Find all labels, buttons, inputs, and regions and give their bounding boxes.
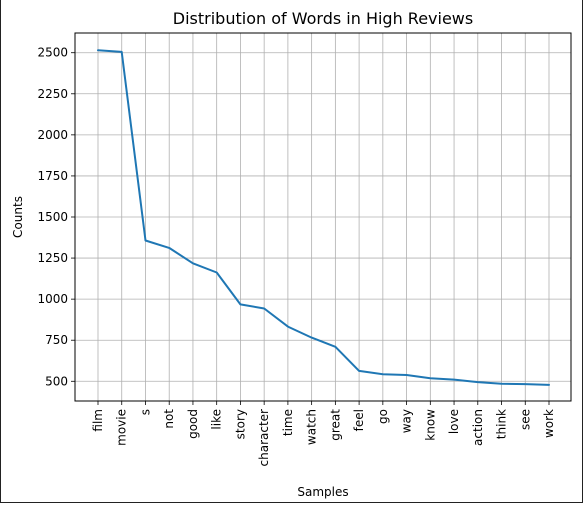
y-tick-label: 500: [45, 374, 68, 388]
y-axis-ticks: 500 750 1000 1250 1500 1750 2000 2250 2500: [37, 46, 75, 388]
x-tick-label: see: [518, 409, 532, 430]
x-tick-label: feel: [352, 409, 366, 431]
x-tick-label: story: [233, 409, 247, 439]
y-tick-label: 1500: [37, 210, 68, 224]
x-tick-label: think: [495, 409, 509, 439]
y-tick-label: 2250: [37, 87, 68, 101]
x-tick-label: not: [162, 409, 176, 429]
y-tick-label: 2500: [37, 46, 68, 60]
chart-title: Distribution of Words in High Reviews: [173, 9, 473, 28]
x-tick-label: like: [210, 409, 224, 430]
x-axis-ticks: film movie s not good like story character time w…: [91, 401, 556, 466]
x-tick-label: good: [186, 409, 200, 439]
series-line: [97, 49, 550, 386]
horizontal-gridlines: [75, 52, 571, 382]
y-axis-label: Counts: [11, 196, 25, 238]
x-tick-label: great: [328, 409, 342, 441]
x-tick-label: time: [281, 409, 295, 436]
x-tick-label: way: [400, 409, 414, 433]
y-tick-label: 750: [45, 333, 68, 347]
x-tick-label: work: [542, 409, 556, 438]
x-tick-label: s: [138, 409, 152, 415]
x-axis-label: Samples: [297, 485, 348, 499]
y-tick-label: 1000: [37, 292, 68, 306]
y-tick-label: 1250: [37, 251, 68, 265]
x-tick-label: movie: [115, 409, 129, 446]
x-tick-label: watch: [305, 409, 319, 445]
x-tick-label: film: [91, 409, 105, 432]
x-tick-label: character: [257, 409, 271, 467]
x-tick-label: love: [447, 409, 461, 434]
x-tick-label: go: [376, 409, 390, 424]
y-tick-label: 2000: [37, 128, 68, 142]
x-tick-label: action: [471, 409, 485, 446]
y-tick-label: 1750: [37, 169, 68, 183]
x-tick-label: know: [423, 409, 437, 441]
